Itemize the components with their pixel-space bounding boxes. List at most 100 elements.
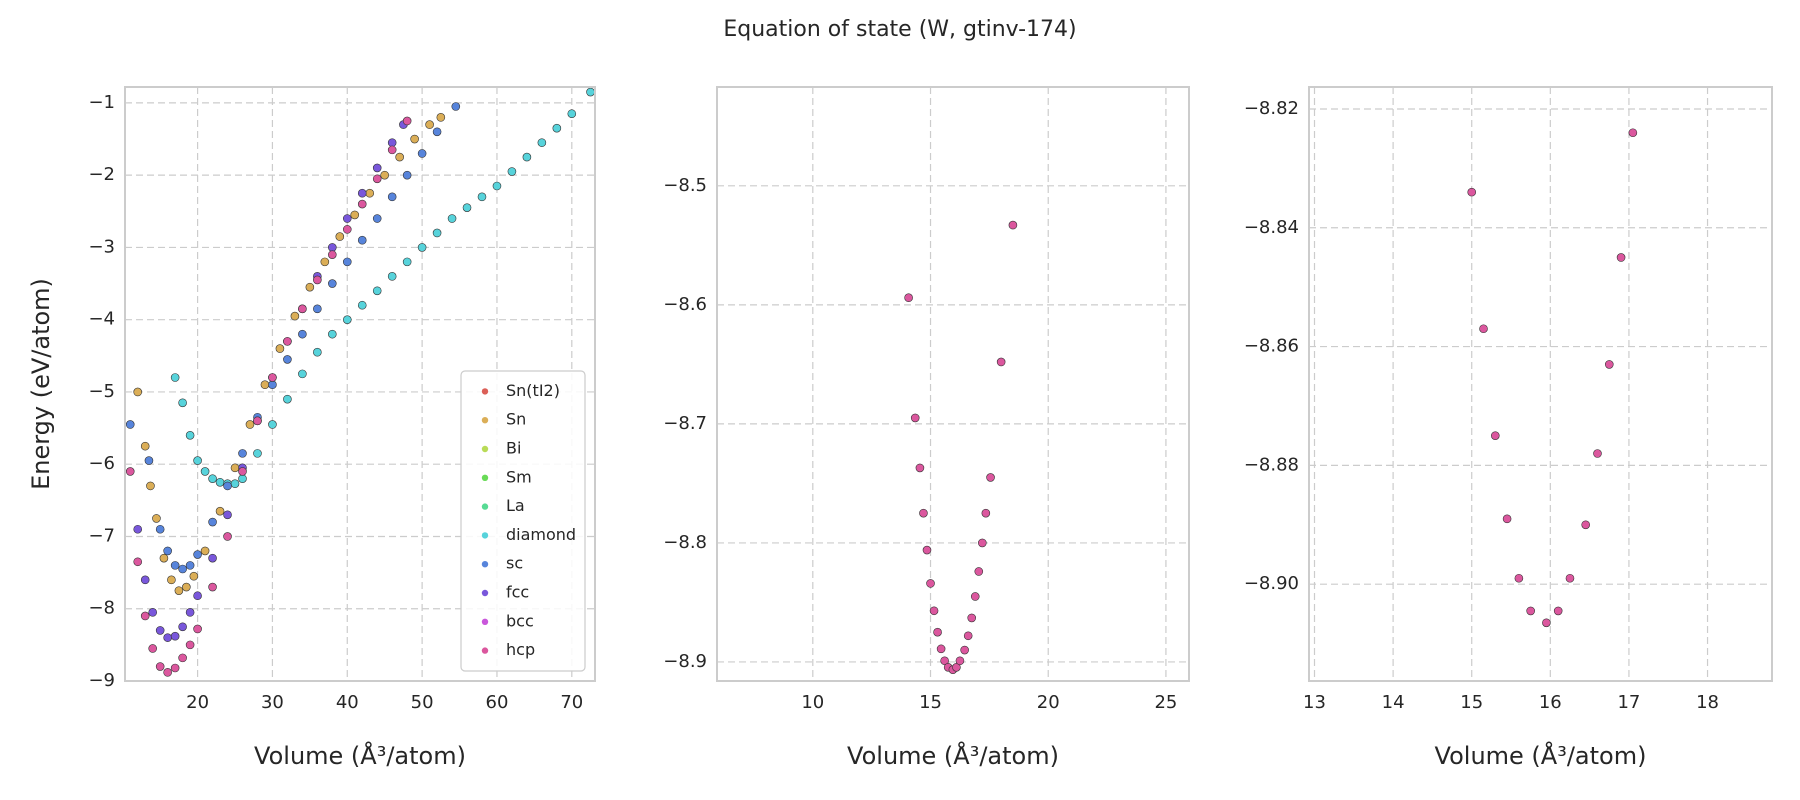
data-point [1565,573,1575,583]
data-point [268,420,277,429]
x-tick-label: 18 [1696,692,1719,713]
y-tick-label: −8.6 [663,294,707,315]
data-point [967,613,977,623]
data-point [387,145,397,155]
data-point [395,152,404,162]
y-tick-label: −8.7 [663,413,707,434]
data-point [552,123,562,133]
data-point [163,668,172,677]
x-tick-label: 10 [801,692,824,713]
data-point [357,199,367,209]
data-point [320,257,330,267]
data-point [1491,431,1500,440]
legend-marker [481,388,489,395]
axes-frame [716,86,1190,682]
data-point [208,553,217,563]
data-point [955,656,965,666]
legend-marker [481,647,489,654]
data-point [313,275,322,285]
data-point [904,293,913,302]
data-point [380,170,389,180]
data-point [477,192,487,202]
y-tick-label: −1 [88,92,115,113]
legend-label: fcc [506,583,529,602]
data-point [178,653,187,663]
data-point [148,644,157,653]
data-point [230,479,240,489]
x-tick-label: 16 [1539,692,1562,713]
legend-box [460,370,586,672]
data-point [283,355,292,364]
data-point [193,550,202,559]
data-point [140,575,150,585]
data-point [922,545,932,555]
legend-marker [481,618,489,625]
data-point [978,538,987,548]
data-point [567,109,577,119]
data-point [208,474,217,483]
data-point [436,113,446,122]
y-tick-label: −8.8 [663,532,707,553]
legend-label: bcc [506,611,534,630]
y-tick-label: −5 [88,381,115,402]
data-point [1526,606,1535,616]
legend-label: sc [506,554,523,573]
y-tick-label: −3 [88,236,115,257]
data-point [1628,128,1638,138]
data-point [952,663,961,672]
data-point [133,387,143,397]
x-tick-label: 50 [411,692,434,713]
data-point [974,567,984,576]
x-axis-label: Volume (Å³/atom) [254,741,466,770]
data-point [133,557,143,567]
data-point [586,87,595,97]
plot-area [1467,128,1638,628]
data-point [387,138,397,147]
legend-label: La [506,496,525,515]
y-tick-label: −8.84 [1244,217,1299,238]
plot-area [904,220,1018,674]
data-point [223,481,232,491]
data-point [253,416,262,426]
data-point [402,116,412,126]
data-point [940,656,949,666]
data-point [159,553,169,563]
data-point [185,640,195,650]
x-tick-label: 15 [919,692,942,713]
y-tick-label: −2 [88,164,115,185]
data-point [223,510,232,520]
legend-label: Sn(tI2) [506,381,560,400]
data-point [522,152,532,162]
legend-label: Sn [506,410,526,429]
data-point [268,380,277,390]
data-point [960,645,969,655]
data-point [328,279,337,288]
data-point [260,380,270,390]
data-point [140,441,150,451]
data-point [929,606,939,616]
x-tick-label: 17 [1617,692,1640,713]
legend-marker [481,417,489,424]
data-point [185,608,195,617]
data-point [981,508,991,518]
data-point [155,626,165,635]
legend-marker [481,532,489,539]
data-point [182,582,191,592]
data-point [167,575,176,585]
y-tick-label: −8.90 [1244,573,1299,594]
x-axis-label: Volume (Å³/atom) [1435,741,1647,770]
legend-marker [481,445,489,453]
data-point [970,592,980,601]
data-point [193,624,202,634]
data-point [178,622,187,632]
data-point [432,228,442,238]
data-point [238,449,247,458]
data-point [447,214,457,223]
data-point [402,170,412,180]
data-point [328,329,337,339]
data-point [402,257,412,267]
data-point [155,662,165,671]
data-point [1604,360,1614,369]
data-point [357,188,367,198]
